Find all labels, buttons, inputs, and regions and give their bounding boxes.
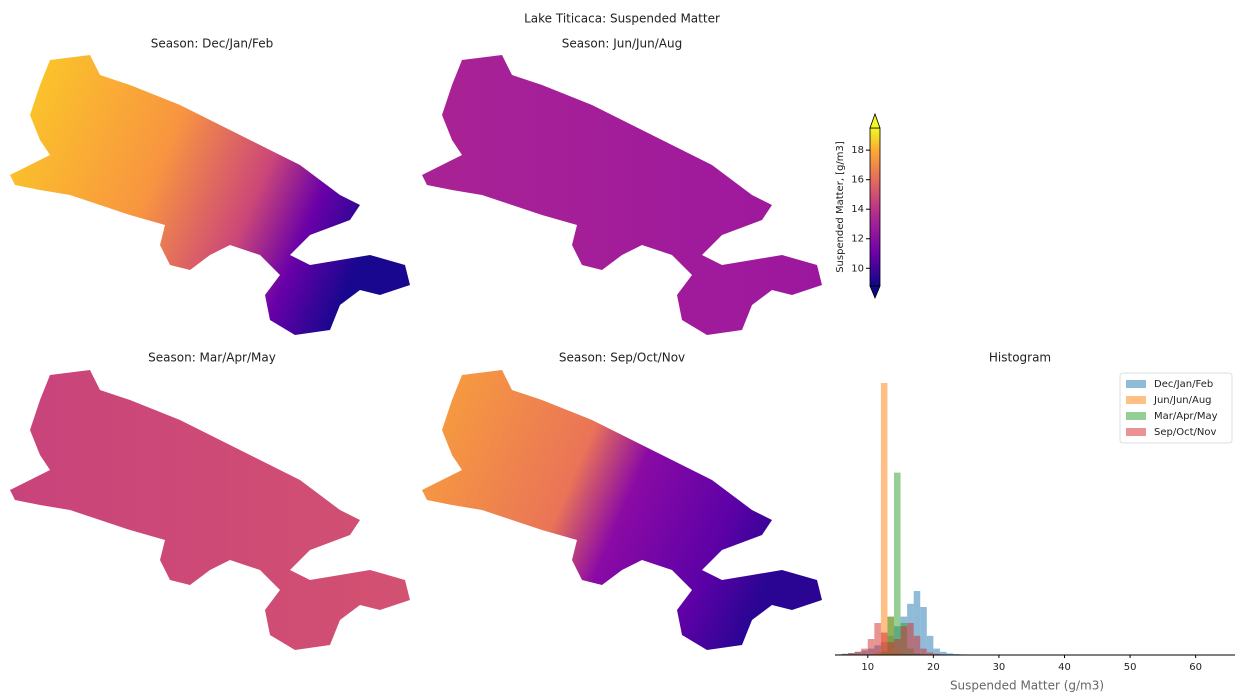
hist-bar [907, 623, 914, 655]
map-title: Season: Sep/Oct/Nov [559, 351, 685, 365]
hist-bar [881, 633, 888, 655]
hist-bar [894, 473, 901, 655]
legend: Dec/Jan/Feb Jun/Jun/Aug Mar/Apr/May Sep/Oct… [1120, 373, 1232, 443]
chart-title: Histogram [989, 351, 1051, 365]
lake-map [10, 55, 410, 335]
legend-swatch [1126, 412, 1146, 420]
x-tick-label: 30 [993, 662, 1006, 673]
legend-label: Sep/Oct/Nov [1154, 427, 1216, 438]
x-tick-label: 20 [927, 662, 940, 673]
x-axis-label: Suspended Matter (g/m3) [950, 679, 1104, 693]
legend-swatch [1126, 380, 1146, 388]
legend-label: Dec/Jan/Feb [1154, 379, 1213, 390]
map-title: Season: Mar/Apr/May [148, 351, 276, 365]
x-tick-label: 10 [861, 662, 874, 673]
colorbar-extend-bottom [870, 286, 880, 298]
histogram: Histogram Suspended Matter (g/m3) 10 20 30… [835, 351, 1235, 693]
map-title: Season: Jun/Jun/Aug [562, 37, 682, 51]
x-tick-label: 60 [1189, 662, 1202, 673]
colorbar-gradient [870, 128, 880, 286]
colorbar-label: Suspended Matter, [g/m3] [835, 141, 846, 273]
figure-title: Lake Titicaca: Suspended Matter [524, 12, 720, 26]
x-tick-label: 50 [1124, 662, 1137, 673]
hist-bar [881, 383, 888, 655]
lake-map [422, 55, 822, 335]
colorbar: Suspended Matter, [g/m3] 10 12 14 16 18 [835, 114, 880, 298]
hist-bar [868, 639, 875, 655]
lake-map [10, 370, 410, 650]
legend-label: Mar/Apr/May [1154, 411, 1218, 422]
hist-bar [887, 642, 894, 655]
legend-swatch [1126, 396, 1146, 404]
colorbar-tick-label: 14 [851, 204, 864, 215]
colorbar-tick-label: 12 [851, 234, 864, 245]
hist-bar [920, 607, 927, 655]
hist-bar [920, 649, 927, 655]
legend-swatch [1126, 428, 1146, 436]
hist-bar [874, 623, 881, 655]
colorbar-tick-label: 10 [851, 263, 864, 274]
hist-bar [861, 649, 868, 655]
figure: Lake Titicaca: Suspended Matter Season: … [0, 0, 1236, 694]
hist-bar [914, 636, 921, 655]
colorbar-tick-label: 16 [851, 175, 864, 186]
maps: Season: Dec/Jan/Feb Season: Jun/Jun/Aug … [10, 37, 822, 651]
hist-bar [894, 639, 901, 655]
map-title: Season: Dec/Jan/Feb [151, 37, 273, 51]
lake-map [422, 370, 822, 650]
x-tick-label: 40 [1058, 662, 1071, 673]
legend-label: Jun/Jun/Aug [1153, 395, 1212, 406]
colorbar-tick-label: 18 [851, 145, 864, 156]
colorbar-extend-top [870, 114, 880, 128]
hist-bar [927, 636, 934, 655]
hist-bar [901, 626, 908, 655]
